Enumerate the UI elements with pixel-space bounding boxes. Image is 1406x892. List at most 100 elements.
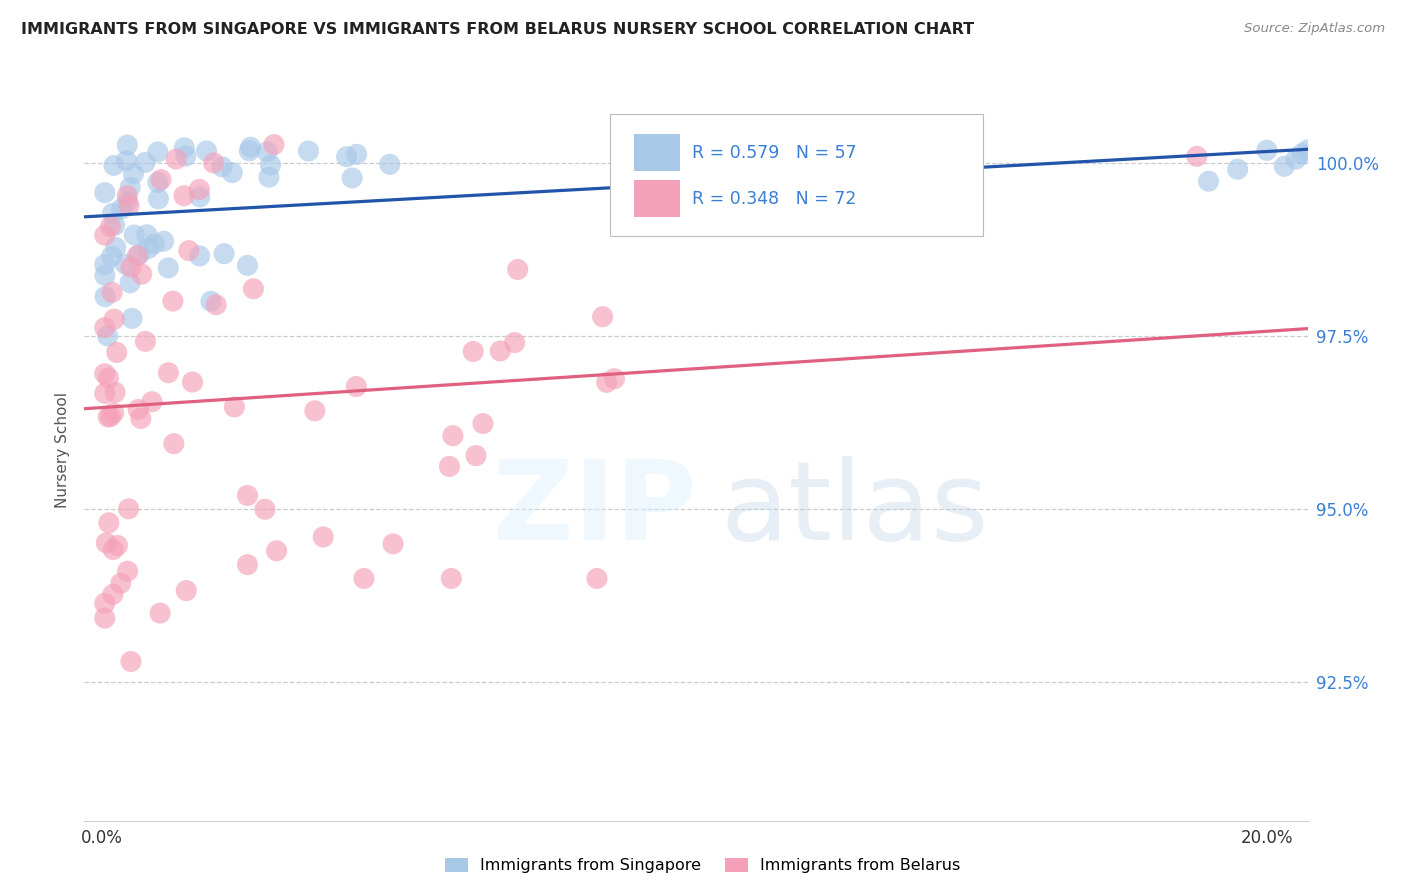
Point	[202, 156, 225, 170]
Point	[181, 375, 204, 389]
FancyBboxPatch shape	[610, 113, 983, 235]
Point	[253, 502, 276, 516]
Point	[257, 170, 280, 185]
Point	[236, 488, 259, 502]
Point	[188, 182, 211, 196]
Point	[114, 257, 136, 271]
Point	[127, 249, 149, 263]
Point	[157, 366, 180, 380]
Point	[335, 150, 357, 164]
Point	[117, 194, 139, 209]
Point	[163, 436, 186, 450]
Point	[439, 459, 461, 474]
Point	[93, 320, 115, 334]
Point	[1291, 146, 1313, 161]
Point	[177, 244, 200, 258]
Point	[346, 147, 368, 161]
Point	[489, 343, 512, 358]
Point	[152, 234, 174, 248]
Point	[188, 190, 211, 204]
Point	[100, 219, 122, 234]
Point	[128, 247, 150, 261]
Point	[242, 282, 264, 296]
Point	[173, 141, 195, 155]
Point	[93, 611, 115, 625]
Point	[150, 172, 173, 186]
Point	[93, 596, 115, 610]
Text: R = 0.348   N = 72: R = 0.348 N = 72	[692, 190, 856, 208]
Point	[304, 404, 326, 418]
Point	[146, 175, 169, 189]
Point	[117, 501, 139, 516]
Point	[97, 516, 120, 530]
Point	[174, 583, 197, 598]
Point	[340, 171, 363, 186]
Point	[118, 199, 141, 213]
Point	[110, 202, 132, 216]
Point	[463, 344, 485, 359]
Point	[143, 236, 166, 251]
Point	[149, 606, 172, 620]
Point	[94, 290, 117, 304]
Point	[93, 186, 115, 200]
Point	[101, 285, 124, 300]
Point	[105, 345, 128, 359]
Point	[211, 160, 233, 174]
Point	[221, 165, 243, 179]
Point	[595, 376, 617, 390]
Point	[97, 371, 120, 385]
Point	[117, 564, 139, 578]
Point	[297, 144, 319, 158]
Point	[146, 145, 169, 159]
Text: Source: ZipAtlas.com: Source: ZipAtlas.com	[1244, 22, 1385, 36]
Point	[1256, 144, 1278, 158]
Point	[263, 137, 285, 152]
Point	[103, 219, 125, 233]
Point	[120, 276, 142, 290]
Point	[236, 558, 259, 572]
Point	[101, 206, 124, 220]
Point	[266, 543, 288, 558]
Point	[259, 158, 281, 172]
Point	[239, 140, 262, 154]
Point	[465, 449, 488, 463]
Point	[104, 385, 127, 400]
Point	[188, 249, 211, 263]
Point	[94, 268, 117, 283]
Point	[205, 298, 228, 312]
Point	[135, 227, 157, 242]
Point	[93, 228, 115, 243]
Text: ZIP: ZIP	[492, 456, 696, 563]
Point	[97, 410, 120, 425]
Point	[122, 227, 145, 242]
Point	[96, 536, 118, 550]
Point	[115, 153, 138, 168]
Point	[127, 402, 149, 417]
Point	[200, 294, 222, 309]
Point	[120, 655, 142, 669]
Point	[1285, 152, 1308, 166]
Point	[1226, 162, 1249, 177]
Point	[157, 260, 180, 275]
Point	[236, 259, 259, 273]
Y-axis label: Nursery School: Nursery School	[55, 392, 70, 508]
Point	[107, 538, 129, 552]
Point	[115, 188, 138, 202]
Point	[136, 242, 159, 256]
Point	[212, 246, 235, 260]
Point	[162, 294, 184, 309]
Point	[110, 576, 132, 591]
Point	[101, 587, 124, 601]
Point	[1296, 143, 1319, 157]
Point	[173, 188, 195, 202]
Text: atlas: atlas	[720, 456, 988, 563]
Point	[104, 240, 127, 254]
Point	[103, 158, 125, 172]
Point	[1185, 149, 1208, 163]
Point	[93, 386, 115, 401]
Legend: Immigrants from Singapore, Immigrants from Belarus: Immigrants from Singapore, Immigrants fr…	[439, 851, 967, 880]
Point	[131, 267, 153, 281]
Point	[174, 149, 197, 163]
Point	[1272, 159, 1295, 173]
Point	[165, 152, 187, 166]
